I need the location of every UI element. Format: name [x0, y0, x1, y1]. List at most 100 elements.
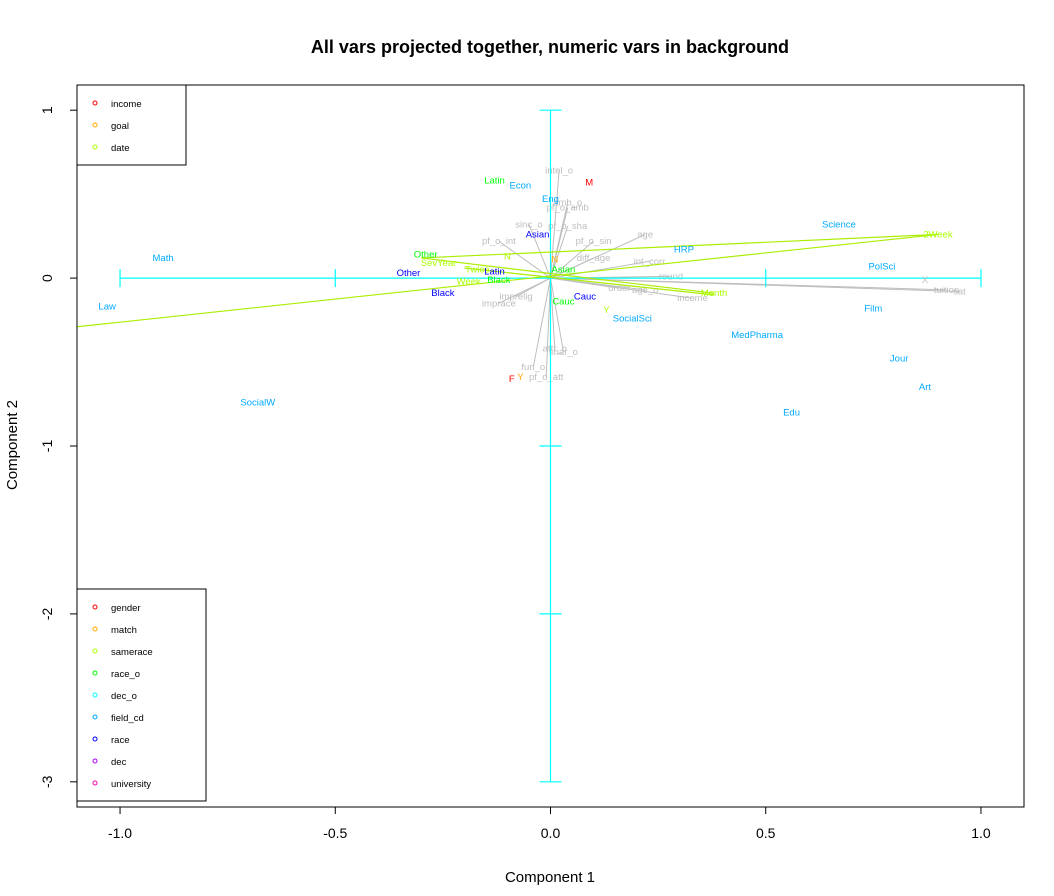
legend-key-gender [92, 604, 98, 610]
category-label-field_cd: Film [864, 303, 882, 314]
legend-label-race: race [111, 735, 129, 746]
legend-key-dec [92, 758, 98, 764]
numeric-vector-label: pf_o_att [529, 372, 564, 383]
category-label-field_cd: Edu [783, 407, 800, 418]
legend-label-match: match [111, 625, 137, 636]
legend-box [76, 588, 207, 802]
category-label-gender: F [509, 374, 515, 385]
legend-top: income goal date [76, 84, 187, 166]
legend-label-income: income [111, 99, 142, 110]
category-label-race: Other [397, 268, 421, 279]
cyan-axes-layer [119, 109, 982, 783]
legend-label-date: date [111, 143, 130, 154]
legend-key-samerace [92, 648, 98, 654]
y-tick-label: -2 [39, 607, 55, 620]
category-label-match: N [551, 255, 558, 266]
date-line [77, 233, 938, 328]
category-label-date: Week [457, 276, 481, 287]
numeric-vector-label: sinc_o [515, 219, 542, 230]
category-label-race: Black [431, 288, 454, 299]
category-label-field_cd: PolSci [868, 261, 895, 272]
numeric-vector-line [550, 278, 564, 353]
category-label-field_cd: Eng [542, 194, 559, 205]
date-lines-layer [77, 233, 938, 328]
legend-key-race [92, 736, 98, 742]
numeric-vector-label: int_corr [634, 256, 666, 267]
numeric-vector-label: age [637, 229, 653, 240]
category-label-race: Latin [484, 266, 505, 277]
legend-label-race_o: race_o [111, 669, 140, 680]
numeric-vector-line [550, 170, 560, 279]
category-label-race_o: Other [414, 250, 438, 261]
numeric-vector-line [550, 277, 960, 293]
category-label-date: 2Week [923, 229, 953, 240]
numeric-vector-label: fun_o [521, 362, 545, 373]
y-tick-label: -3 [39, 775, 55, 788]
numeric-vector-label: intel_o [545, 166, 573, 177]
legend-label-dec_o: dec_o [111, 691, 137, 702]
numeric-vector-line [528, 224, 551, 279]
x-tick-label: 0.0 [541, 825, 561, 841]
legend-label-field_cd: field_cd [111, 713, 144, 724]
numeric-vector-label: shar_o [549, 347, 578, 358]
numeric-vector-label: amb_o [553, 198, 582, 209]
category-label-gender: M [585, 177, 593, 188]
category-label-field_cd: Math [153, 253, 174, 264]
x-tick-label: 0.5 [756, 825, 776, 841]
category-label-race_o: Black [487, 275, 510, 286]
category-label-date: SevYear [421, 258, 457, 269]
category-label-race_o: Cauc [552, 297, 574, 308]
category-label-race_o: Latin [484, 176, 505, 187]
numeric-vector-line [498, 277, 551, 304]
numeric-vector-label: order [608, 283, 630, 294]
numeric-vector-label: imprelig [499, 292, 532, 303]
category-label-samerace: N [504, 251, 511, 262]
x-axis-label: Component 1 [505, 869, 595, 886]
legend-label-goal: goal [111, 121, 129, 132]
legend-bottom: gender match samerace race_o dec_o field_cdra… [76, 588, 207, 802]
category-label-match: Y [517, 372, 524, 383]
x-tick-label: -0.5 [323, 825, 347, 841]
category-label-race: Asian [526, 229, 550, 240]
y-axis-label: Component 2 [4, 400, 21, 490]
axis-ticks-layer: -1.0 -0.5 0.0 0.5 1.0 -3 -2 -1 0 1 [39, 106, 991, 841]
legend-key-date [92, 144, 98, 150]
legend-key-race_o [92, 670, 98, 676]
numeric-vector-line [550, 278, 556, 349]
category-label-field_cd: Econ [510, 181, 532, 192]
category-label-race_o: Asian [552, 265, 576, 276]
numeric-vector-label: imprace [482, 298, 516, 309]
x-tick-label: 1.0 [971, 825, 991, 841]
numeric-vector-label: age_o [632, 285, 658, 296]
legend-label-university: university [111, 779, 151, 790]
date-line [464, 267, 715, 296]
category-label-field_cd: MedPharma [731, 330, 783, 341]
category-label-field_cd: Art [919, 382, 932, 393]
numeric-vector-label: tuition [934, 285, 959, 296]
y-tick-label: 0 [39, 274, 55, 282]
numeric-vector-line [545, 278, 551, 378]
date-line [421, 233, 938, 259]
numeric-vector-label: sat [953, 287, 966, 298]
category-label-numeric: X [922, 275, 929, 286]
y-tick-label: -1 [39, 440, 55, 453]
date-line [421, 257, 715, 294]
legend-key-goal [92, 122, 98, 128]
category-label-field_cd: Science [822, 219, 856, 230]
numeric-vector-line [550, 207, 569, 279]
legend-label-gender: gender [111, 603, 141, 614]
legend-box [76, 84, 187, 166]
category-label-field_cd: SocialSci [613, 313, 652, 324]
numeric-vector-line [550, 240, 594, 279]
legend-key-field_cd [92, 714, 98, 720]
category-label-field_cd: SocialW [240, 397, 275, 408]
numeric-vector-label: pf_o_int [482, 236, 516, 247]
legend-key-income [92, 100, 98, 106]
category-label-race: Cauc [574, 292, 596, 303]
legend-label-dec: dec [111, 757, 127, 768]
numeric-vector-label: attr_o [543, 344, 567, 355]
numeric-vector-label: pf_o_sin [576, 236, 612, 247]
